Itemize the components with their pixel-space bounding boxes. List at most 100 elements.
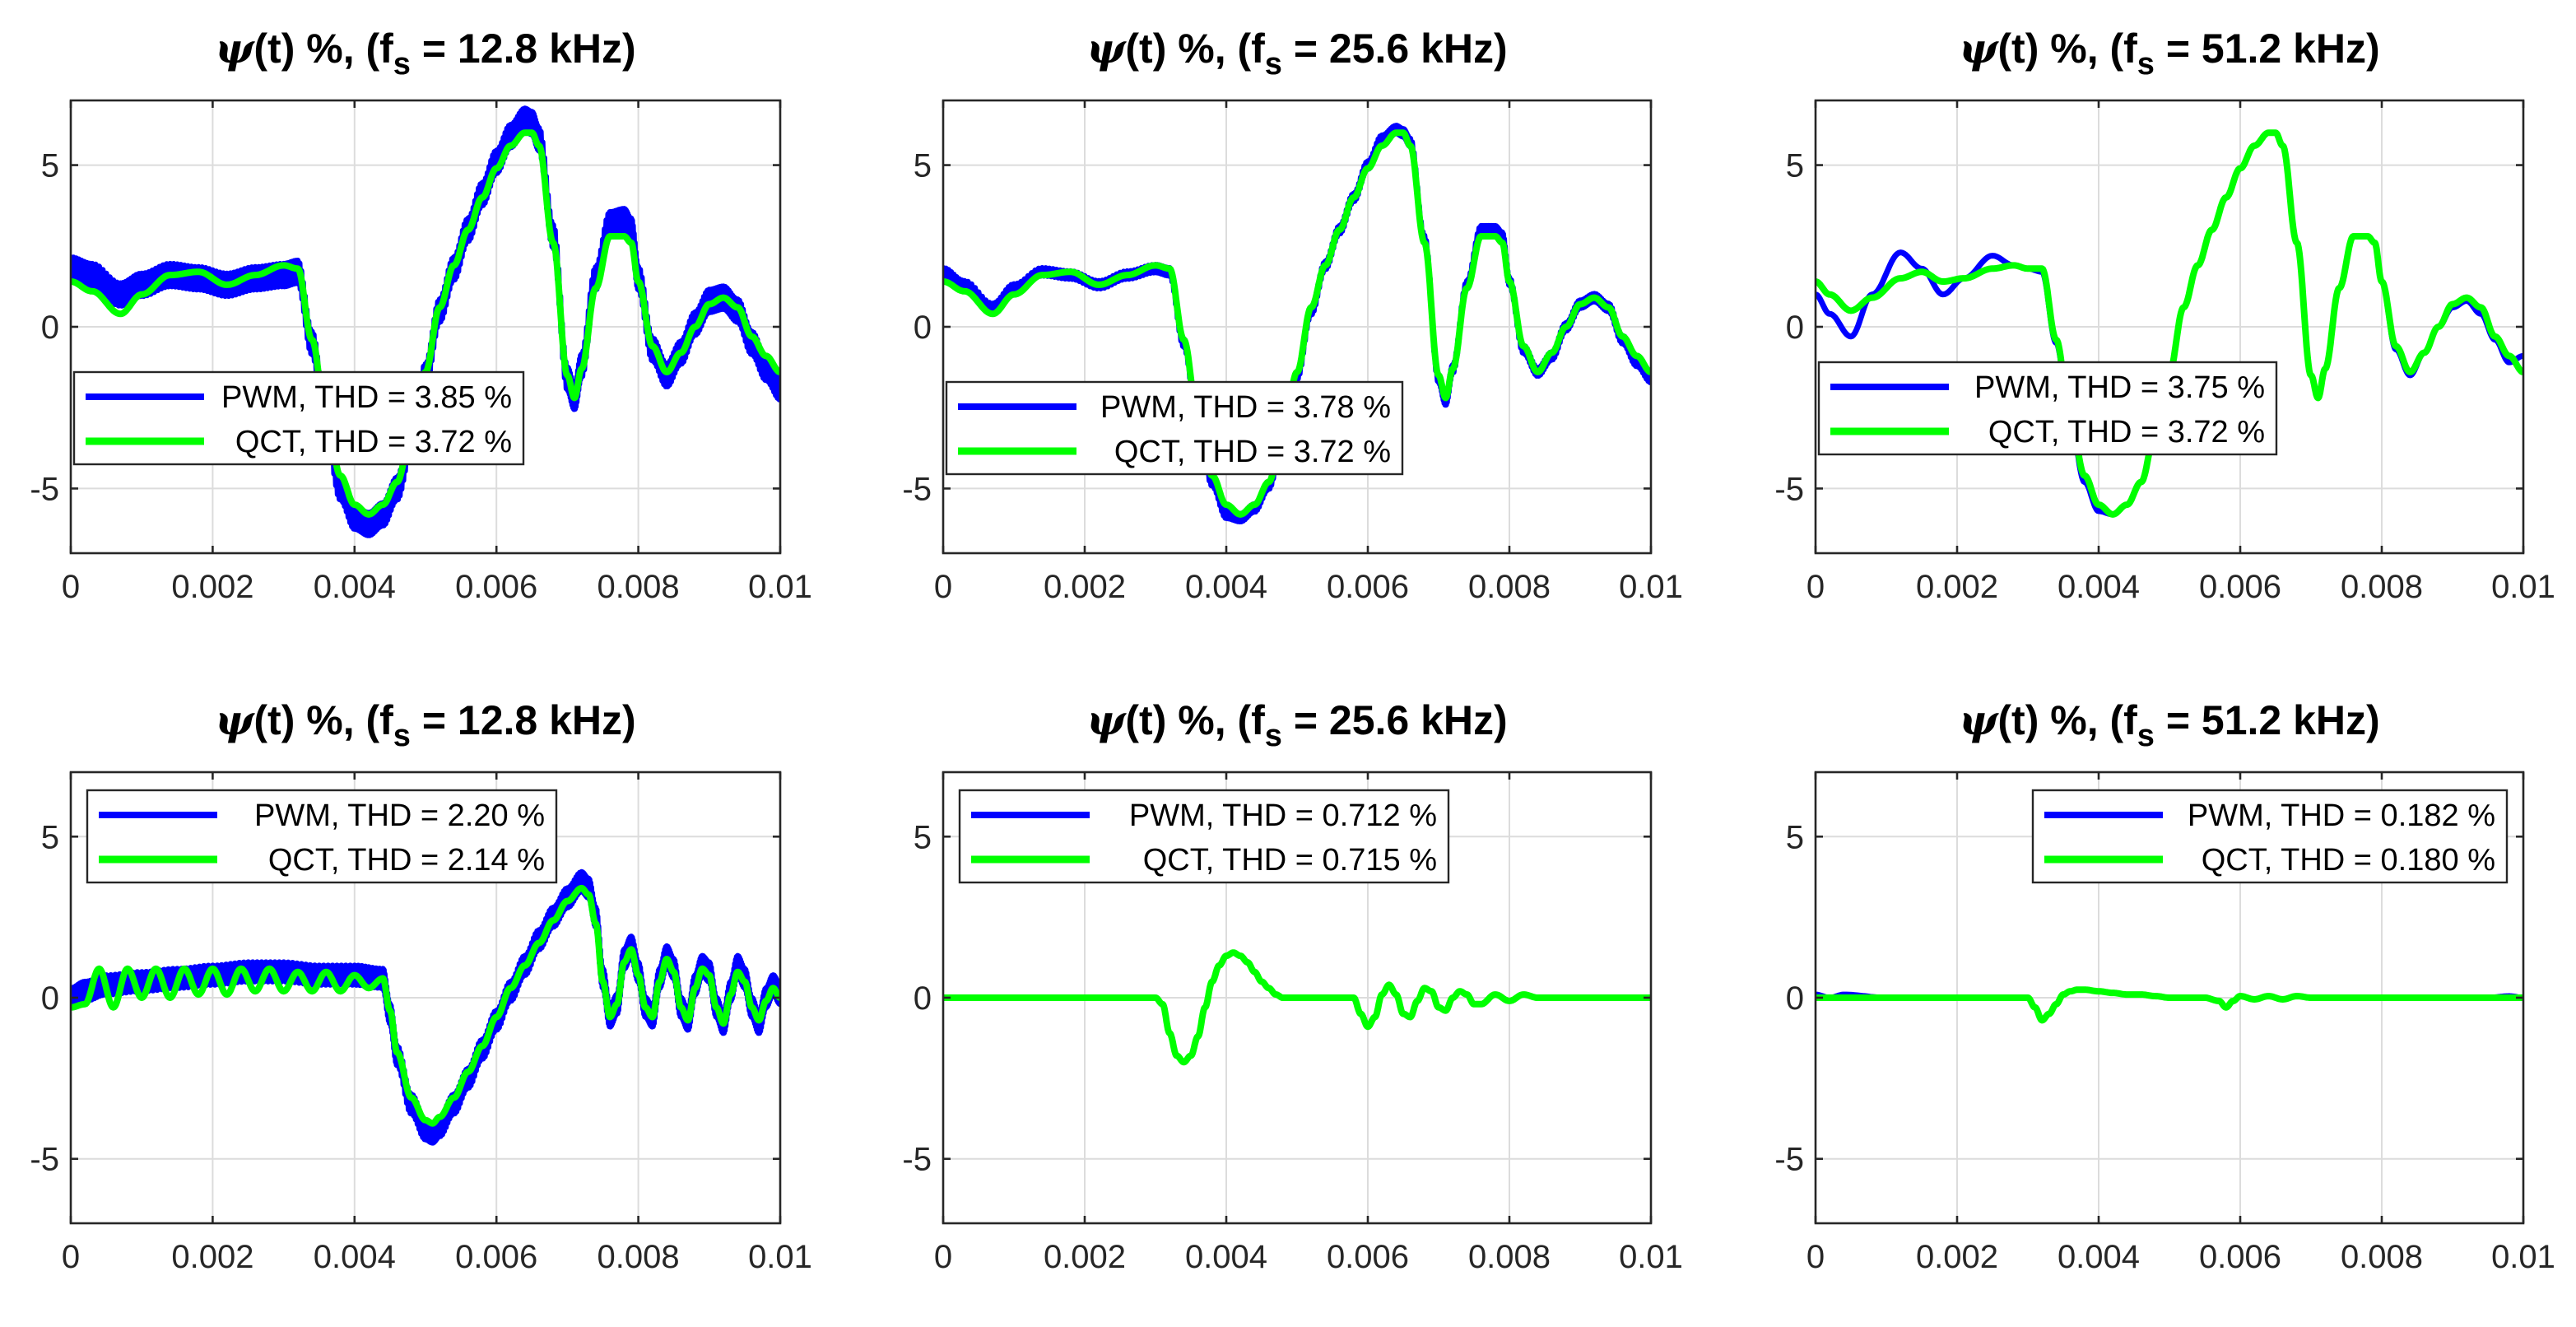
title-psi: ψ: [1086, 24, 1127, 72]
title-suffix: = 25.6 kHz): [1282, 26, 1508, 72]
y-tick-label: 0: [41, 310, 59, 346]
legend-label: PWM, THD = 2.20 %: [254, 799, 545, 833]
chart-title: ψ(t) %, (fs = 12.8 kHz): [215, 696, 635, 753]
legend-label: PWM, THD = 3.75 %: [1974, 370, 2265, 405]
x-tick-label: 0: [62, 1239, 80, 1275]
x-tick-label: 0.002: [171, 569, 253, 605]
legend-box: [72, 370, 525, 466]
qct-series-line: [943, 949, 1651, 1066]
title-suffix: = 51.2 kHz): [2155, 26, 2380, 72]
legend-label: QCT, THD = 0.715 %: [1143, 843, 1437, 878]
x-tick-label: 0.002: [1044, 1239, 1126, 1275]
x-tick-label: 0.01: [1619, 569, 1683, 605]
chart-title: ψ(t) %, (fs = 25.6 kHz): [1086, 696, 1507, 753]
legend: PWM, THD = 3.85 % QCT, THD = 3.72 %: [72, 370, 525, 466]
x-tick-label: 0: [934, 1239, 952, 1275]
x-tick-label: 0.008: [2341, 569, 2423, 605]
title-suffix: = 25.6 kHz): [1282, 697, 1508, 743]
chart-title: ψ(t) %, (fs = 51.2 kHz): [1959, 24, 2379, 81]
title-main: (t) %, (f: [1997, 26, 2137, 72]
y-tick-label: -5: [902, 1142, 932, 1178]
y-tick-label: 5: [41, 819, 59, 855]
legend-label: QCT, THD = 3.72 %: [1114, 435, 1391, 469]
pwm-series-line: [71, 105, 780, 538]
chart-title: ψ(t) %, (fs = 51.2 kHz): [1959, 696, 2379, 753]
title-main: (t) %, (f: [1997, 697, 2137, 743]
legend-box: [945, 380, 1404, 476]
legend-label: QCT, THD = 0.180 %: [2202, 843, 2495, 878]
legend-label: PWM, THD = 0.712 %: [1129, 799, 1437, 833]
legend: PWM, THD = 3.78 % QCT, THD = 3.72 %: [945, 380, 1404, 476]
y-tick-label: -5: [30, 1142, 59, 1178]
title-subscript: s: [2137, 719, 2155, 753]
legend-label: QCT, THD = 3.72 %: [235, 425, 512, 459]
y-tick-label: 0: [1786, 310, 1804, 346]
x-tick-label: 0.01: [748, 1239, 812, 1275]
legend-label: PWM, THD = 0.182 %: [2188, 799, 2495, 833]
legend-box: [2031, 789, 2509, 884]
y-tick-label: 5: [914, 148, 932, 184]
x-tick-label: 0.01: [2491, 569, 2555, 605]
qct-series-line: [1816, 129, 2523, 518]
y-tick-label: 5: [914, 819, 932, 855]
title-subscript: s: [1265, 719, 1282, 753]
x-tick-label: 0.002: [1916, 1239, 1998, 1275]
legend: PWM, THD = 0.712 % QCT, THD = 0.715 %: [958, 789, 1450, 884]
grid: [942, 100, 1652, 553]
legend: PWM, THD = 3.75 % QCT, THD = 3.72 %: [1817, 361, 2278, 456]
legend: PWM, THD = 2.20 % QCT, THD = 2.14 %: [86, 789, 558, 884]
title-main: (t) %, (f: [253, 26, 393, 72]
title-psi: ψ: [1959, 24, 1999, 72]
x-tick-label: 0.01: [1619, 1239, 1683, 1275]
title-subscript: s: [1265, 47, 1282, 81]
x-tick-label: 0.008: [598, 569, 680, 605]
y-tick-label: 0: [1786, 980, 1804, 1017]
legend-box: [86, 789, 558, 884]
x-tick-label: 0.006: [455, 569, 537, 605]
y-tick-label: 0: [914, 310, 932, 346]
title-psi: ψ: [215, 24, 255, 72]
x-tick-label: 0.004: [1185, 1239, 1267, 1275]
x-tick-label: 0.008: [2341, 1239, 2423, 1275]
legend: PWM, THD = 0.182 % QCT, THD = 0.180 %: [2031, 789, 2509, 884]
chart-title: ψ(t) %, (fs = 25.6 kHz): [1086, 24, 1507, 81]
chart-panel: 0 0.002 0.004 0.006 0.008 0.01 -5 0 5 ψ(t) %, (fs…: [1774, 696, 2555, 1275]
legend-label: QCT, THD = 3.72 %: [1988, 415, 2265, 449]
y-tick-label: 5: [1786, 148, 1804, 184]
title-subscript: s: [2137, 47, 2155, 81]
x-tick-label: 0.006: [2199, 1239, 2281, 1275]
x-tick-label: 0.004: [1185, 569, 1267, 605]
title-main: (t) %, (f: [1125, 697, 1265, 743]
legend-label: PWM, THD = 3.85 %: [221, 380, 512, 415]
x-tick-label: 0: [1806, 569, 1825, 605]
qct-series-line: [71, 129, 780, 518]
x-tick-label: 0: [62, 569, 80, 605]
x-tick-label: 0.01: [2491, 1239, 2555, 1275]
x-tick-label: 0.002: [1044, 569, 1126, 605]
y-tick-label: -5: [1774, 471, 1804, 507]
x-tick-label: 0: [1806, 1239, 1825, 1275]
chart-panel: 0 0.002 0.004 0.006 0.008 0.01 -5 0 5 ψ(t) %, (fs…: [30, 696, 812, 1275]
title-subscript: s: [393, 719, 411, 753]
y-tick-label: -5: [902, 471, 932, 507]
chart-panel: 0 0.002 0.004 0.006 0.008 0.01 -5 0 5 ψ(t) %, (fs…: [902, 696, 1683, 1275]
x-tick-label: 0.008: [1468, 1239, 1551, 1275]
x-tick-label: 0.006: [2199, 569, 2281, 605]
legend-box: [958, 789, 1450, 884]
x-tick-label: 0.002: [171, 1239, 253, 1275]
x-tick-label: 0.008: [598, 1239, 680, 1275]
title-suffix: = 51.2 kHz): [2155, 697, 2380, 743]
y-tick-label: -5: [1774, 1142, 1804, 1178]
title-subscript: s: [393, 47, 411, 81]
x-tick-label: 0.004: [314, 1239, 396, 1275]
qct-series-line: [71, 884, 780, 1127]
x-tick-label: 0: [934, 569, 952, 605]
legend-box: [1817, 361, 2278, 456]
y-tick-label: 5: [1786, 819, 1804, 855]
x-tick-label: 0.004: [2058, 569, 2140, 605]
y-tick-label: 5: [41, 148, 59, 184]
title-psi: ψ: [1086, 696, 1127, 744]
chart-panel: 0 0.002 0.004 0.006 0.008 0.01 -5 0 5 ψ(t) %, (fs…: [902, 24, 1683, 605]
title-psi: ψ: [1959, 696, 1999, 744]
